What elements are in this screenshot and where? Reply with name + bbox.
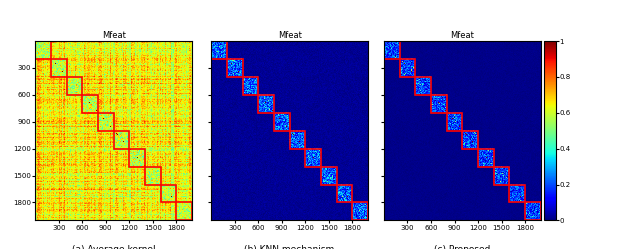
Bar [337, 185, 352, 202]
Bar [83, 95, 98, 113]
Bar [259, 95, 274, 113]
Bar [525, 202, 541, 220]
Bar [98, 113, 114, 131]
Bar [415, 77, 431, 95]
Bar [274, 113, 290, 131]
Title: Mfeat: Mfeat [102, 31, 125, 40]
Text: (a) Average kernel: (a) Average kernel [72, 246, 156, 249]
Bar [462, 131, 478, 149]
Bar [399, 59, 415, 77]
Bar [35, 41, 51, 59]
Bar [447, 113, 462, 131]
Bar [129, 149, 145, 167]
Bar [243, 77, 259, 95]
Bar [494, 167, 509, 185]
Bar [352, 202, 368, 220]
Title: Mfeat: Mfeat [278, 31, 301, 40]
Bar [177, 202, 192, 220]
Bar [478, 149, 494, 167]
Bar [305, 149, 321, 167]
Bar [321, 167, 337, 185]
Bar [384, 41, 399, 59]
Bar [161, 185, 177, 202]
Bar [211, 41, 227, 59]
Bar [509, 185, 525, 202]
Bar [114, 131, 129, 149]
Bar [145, 167, 161, 185]
Bar [51, 59, 67, 77]
Title: Mfeat: Mfeat [451, 31, 474, 40]
Text: (b) KNN mechanism: (b) KNN mechanism [244, 246, 335, 249]
Bar [227, 59, 243, 77]
Bar [67, 77, 83, 95]
Bar [431, 95, 447, 113]
Bar [290, 131, 305, 149]
Text: (c) Proposed: (c) Proposed [434, 246, 491, 249]
